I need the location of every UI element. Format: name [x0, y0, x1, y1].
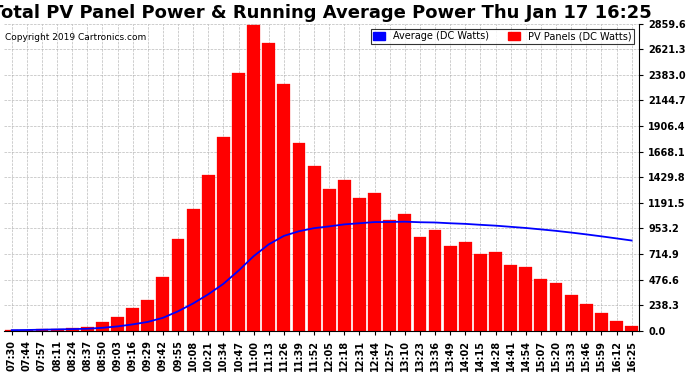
Bar: [262, 43, 275, 331]
Legend: Average (DC Watts), PV Panels (DC Watts): Average (DC Watts), PV Panels (DC Watts): [371, 28, 634, 44]
Bar: [580, 304, 593, 331]
Bar: [323, 189, 335, 331]
Bar: [308, 166, 321, 331]
Bar: [202, 175, 215, 331]
Bar: [595, 313, 608, 331]
Bar: [383, 220, 396, 331]
Bar: [504, 265, 517, 331]
Bar: [157, 277, 169, 331]
Bar: [474, 255, 487, 331]
Bar: [413, 237, 426, 331]
Bar: [96, 322, 109, 331]
Bar: [564, 295, 578, 331]
Bar: [21, 330, 33, 331]
Bar: [187, 209, 199, 331]
Bar: [368, 193, 381, 331]
Bar: [247, 25, 260, 331]
Bar: [398, 214, 411, 331]
Bar: [338, 180, 351, 331]
Bar: [172, 240, 184, 331]
Bar: [353, 198, 366, 331]
Bar: [126, 308, 139, 331]
Bar: [610, 321, 623, 331]
Bar: [293, 143, 306, 331]
Bar: [444, 246, 457, 331]
Bar: [550, 284, 562, 331]
Bar: [625, 326, 638, 331]
Bar: [232, 73, 245, 331]
Bar: [459, 242, 472, 331]
Bar: [428, 230, 442, 331]
Bar: [141, 300, 155, 331]
Bar: [50, 328, 63, 331]
Bar: [489, 252, 502, 331]
Bar: [6, 330, 18, 331]
Bar: [36, 329, 48, 331]
Bar: [535, 279, 547, 331]
Bar: [66, 328, 79, 331]
Bar: [277, 84, 290, 331]
Title: Total PV Panel Power & Running Average Power Thu Jan 17 16:25: Total PV Panel Power & Running Average P…: [0, 4, 652, 22]
Bar: [520, 267, 532, 331]
Bar: [81, 327, 94, 331]
Bar: [111, 317, 124, 331]
Bar: [217, 138, 230, 331]
Text: Copyright 2019 Cartronics.com: Copyright 2019 Cartronics.com: [6, 33, 147, 42]
